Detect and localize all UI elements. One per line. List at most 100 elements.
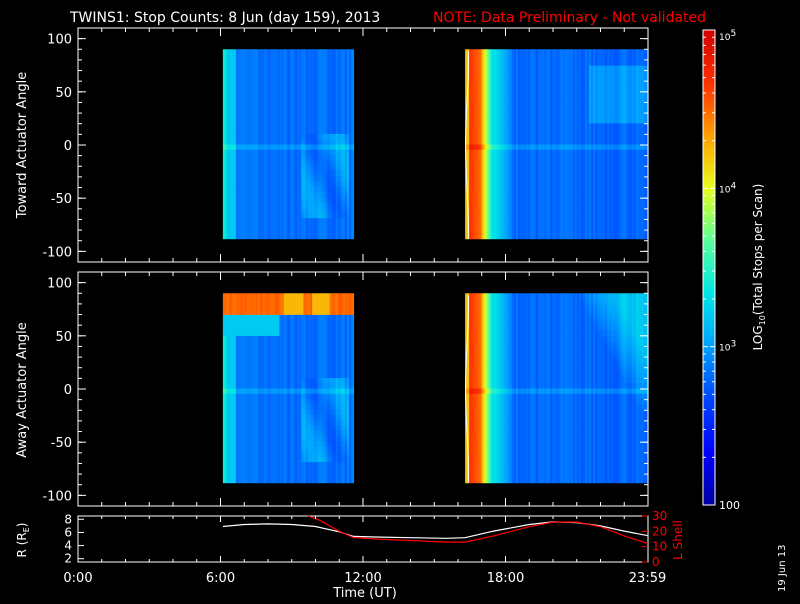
heatmap-cell bbox=[505, 201, 509, 208]
heatmap-cell bbox=[259, 196, 263, 203]
heatmap-cell bbox=[268, 170, 272, 177]
heatmap-cell bbox=[266, 107, 270, 113]
heatmap-cell bbox=[493, 228, 497, 234]
heatmap-cell bbox=[249, 117, 252, 124]
heatmap-cell bbox=[303, 207, 307, 213]
heatmap-cell bbox=[475, 80, 478, 87]
heatmap-cell bbox=[473, 222, 476, 229]
heatmap-cell bbox=[342, 96, 346, 103]
heatmap-cell bbox=[485, 212, 489, 219]
heatmap-cell bbox=[546, 170, 550, 177]
heatmap-cell bbox=[576, 143, 580, 150]
heatmap-cell bbox=[542, 128, 545, 135]
heatmap-cell bbox=[242, 212, 246, 219]
heatmap-cell bbox=[582, 59, 586, 66]
heatmap-cell bbox=[325, 128, 328, 135]
heatmap-cell bbox=[601, 228, 604, 234]
heatmap-cell bbox=[475, 65, 478, 71]
heatmap-cell bbox=[485, 70, 489, 77]
heatmap-cell bbox=[589, 80, 592, 87]
heatmap-cell bbox=[290, 159, 294, 166]
heatmap-cell bbox=[528, 112, 531, 119]
heatmap-cell bbox=[528, 70, 531, 77]
heatmap-cell bbox=[323, 138, 326, 145]
heatmap-cell bbox=[272, 191, 276, 198]
heatmap-cell bbox=[314, 159, 318, 166]
heatmap-cell bbox=[264, 107, 268, 113]
heatmap-cell bbox=[479, 133, 482, 140]
heatmap-cell bbox=[582, 186, 586, 192]
heatmap-cell bbox=[536, 133, 539, 140]
heatmap-cell bbox=[344, 222, 348, 229]
heatmap-cell bbox=[560, 143, 564, 150]
heatmap-cell bbox=[346, 222, 350, 229]
heatmap-cell bbox=[320, 159, 324, 166]
heatmap-cell bbox=[481, 186, 485, 192]
heatmap-cell bbox=[290, 186, 294, 192]
heatmap-cell bbox=[587, 154, 590, 161]
heatmap-cell bbox=[231, 228, 235, 234]
heatmap-cell bbox=[266, 222, 270, 229]
heatmap-cell bbox=[314, 217, 318, 224]
heatmap-cell bbox=[578, 117, 582, 124]
heatmap-cell bbox=[578, 186, 582, 192]
heatmap-cell bbox=[275, 149, 278, 156]
heatmap-cell bbox=[505, 96, 509, 103]
heatmap-cell bbox=[556, 228, 560, 234]
heatmap-cell bbox=[560, 86, 564, 92]
heatmap-cell bbox=[346, 112, 350, 119]
heatmap-cell bbox=[526, 49, 529, 56]
heatmap-cell bbox=[589, 222, 592, 229]
heatmap-cell bbox=[540, 70, 543, 77]
heatmap-cell bbox=[231, 122, 235, 129]
heatmap-cell bbox=[314, 75, 318, 82]
heatmap-cell bbox=[268, 191, 272, 198]
heatmap-cell bbox=[340, 107, 344, 113]
heatmap-cell bbox=[471, 70, 474, 77]
heatmap-cell bbox=[580, 86, 584, 92]
heatmap-cell bbox=[327, 212, 331, 219]
heatmap-cell bbox=[318, 138, 322, 145]
heatmap-cell bbox=[253, 180, 257, 187]
heatmap-cell bbox=[499, 191, 503, 198]
heatmap-cell bbox=[580, 133, 584, 140]
heatmap-cell bbox=[507, 86, 511, 92]
heatmap-cell bbox=[544, 80, 547, 87]
heatmap-cell bbox=[528, 196, 531, 203]
heatmap-cell bbox=[550, 91, 554, 98]
heatmap-cell bbox=[240, 207, 244, 213]
heatmap-cell bbox=[323, 212, 326, 219]
heatmap-cell bbox=[320, 101, 324, 108]
heatmap-cell bbox=[477, 70, 480, 77]
heatmap-cell bbox=[591, 117, 594, 124]
heatmap-cell bbox=[570, 80, 574, 87]
heatmap-cell bbox=[275, 49, 278, 56]
heatmap-cell bbox=[503, 154, 507, 161]
heatmap-cell bbox=[564, 59, 568, 66]
heatmap-cell bbox=[351, 201, 355, 208]
heatmap-cell bbox=[530, 75, 533, 82]
heatmap-cell bbox=[477, 133, 480, 140]
heatmap-cell bbox=[493, 86, 497, 92]
heatmap-cell bbox=[251, 75, 254, 82]
heatmap-cell bbox=[599, 217, 602, 224]
heatmap-cell bbox=[538, 191, 541, 198]
heatmap-cell bbox=[244, 128, 248, 135]
heatmap-cell bbox=[473, 86, 476, 92]
heatmap-cell bbox=[238, 133, 241, 140]
heatmap-cell bbox=[294, 170, 298, 177]
heatmap-cell bbox=[294, 49, 298, 56]
heatmap-cell bbox=[469, 180, 472, 187]
heatmap-cell bbox=[275, 65, 278, 71]
heatmap-cell bbox=[349, 59, 352, 66]
heatmap-cell bbox=[503, 217, 507, 224]
heatmap-cell bbox=[342, 217, 346, 224]
heatmap-cell bbox=[327, 196, 331, 203]
heatmap-cell bbox=[233, 112, 237, 119]
heatmap-cell bbox=[473, 233, 476, 240]
heatmap-cell bbox=[495, 86, 499, 92]
figure-title: TWINS1: Stop Counts: 8 Jun (day 159), 20… bbox=[69, 10, 380, 26]
heatmap-cell bbox=[501, 91, 505, 98]
heatmap-cell bbox=[307, 186, 311, 192]
heatmap-cell bbox=[524, 212, 527, 219]
